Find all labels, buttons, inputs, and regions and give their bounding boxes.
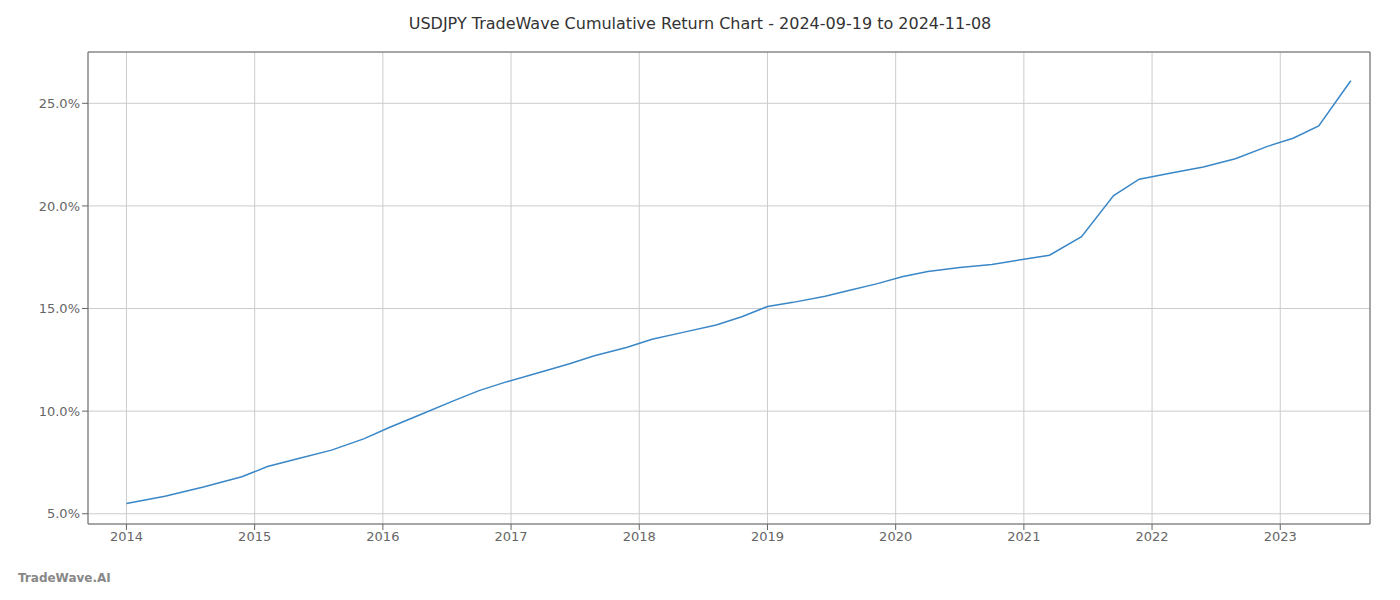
html-text:TradeWave.AI: TradeWave.AI [18,571,111,585]
svg-text:2016: 2016 [366,529,399,544]
svg-text:2014: 2014 [110,529,143,544]
svg-text:2019: 2019 [751,529,784,544]
svg-text:2022: 2022 [1136,529,1169,544]
svg-text:15.0%: 15.0% [39,301,80,316]
svg-text:2018: 2018 [623,529,656,544]
svg-text:20.0%: 20.0% [39,199,80,214]
svg-text:25.0%: 25.0% [39,96,80,111]
svg-text:2021: 2021 [1007,529,1040,544]
svg-text:2015: 2015 [238,529,271,544]
svg-text:5.0%: 5.0% [47,506,80,521]
svg-text:2020: 2020 [879,529,912,544]
html-text:USDJPY TradeWave Cumulative Re: USDJPY TradeWave Cumulative Return Chart… [408,14,992,33]
svg-text:2017: 2017 [495,529,528,544]
svg-text:2023: 2023 [1264,529,1297,544]
svg-text:10.0%: 10.0% [39,404,80,419]
